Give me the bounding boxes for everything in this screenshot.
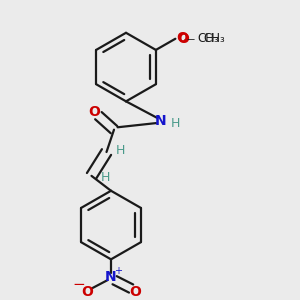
Text: —: — [184, 34, 195, 44]
Text: CH₃: CH₃ [198, 32, 220, 45]
Text: O: O [81, 284, 93, 298]
Text: H: H [115, 144, 125, 157]
Text: H: H [171, 117, 180, 130]
Text: O: O [130, 284, 142, 298]
Text: CH₃: CH₃ [204, 32, 226, 45]
Text: O: O [177, 32, 189, 46]
Text: O: O [88, 105, 101, 119]
Text: O: O [176, 31, 188, 45]
Text: −: − [72, 278, 85, 292]
Text: +: + [114, 266, 122, 276]
Text: N: N [105, 270, 117, 284]
Text: H: H [100, 171, 110, 184]
Text: N: N [155, 114, 166, 128]
